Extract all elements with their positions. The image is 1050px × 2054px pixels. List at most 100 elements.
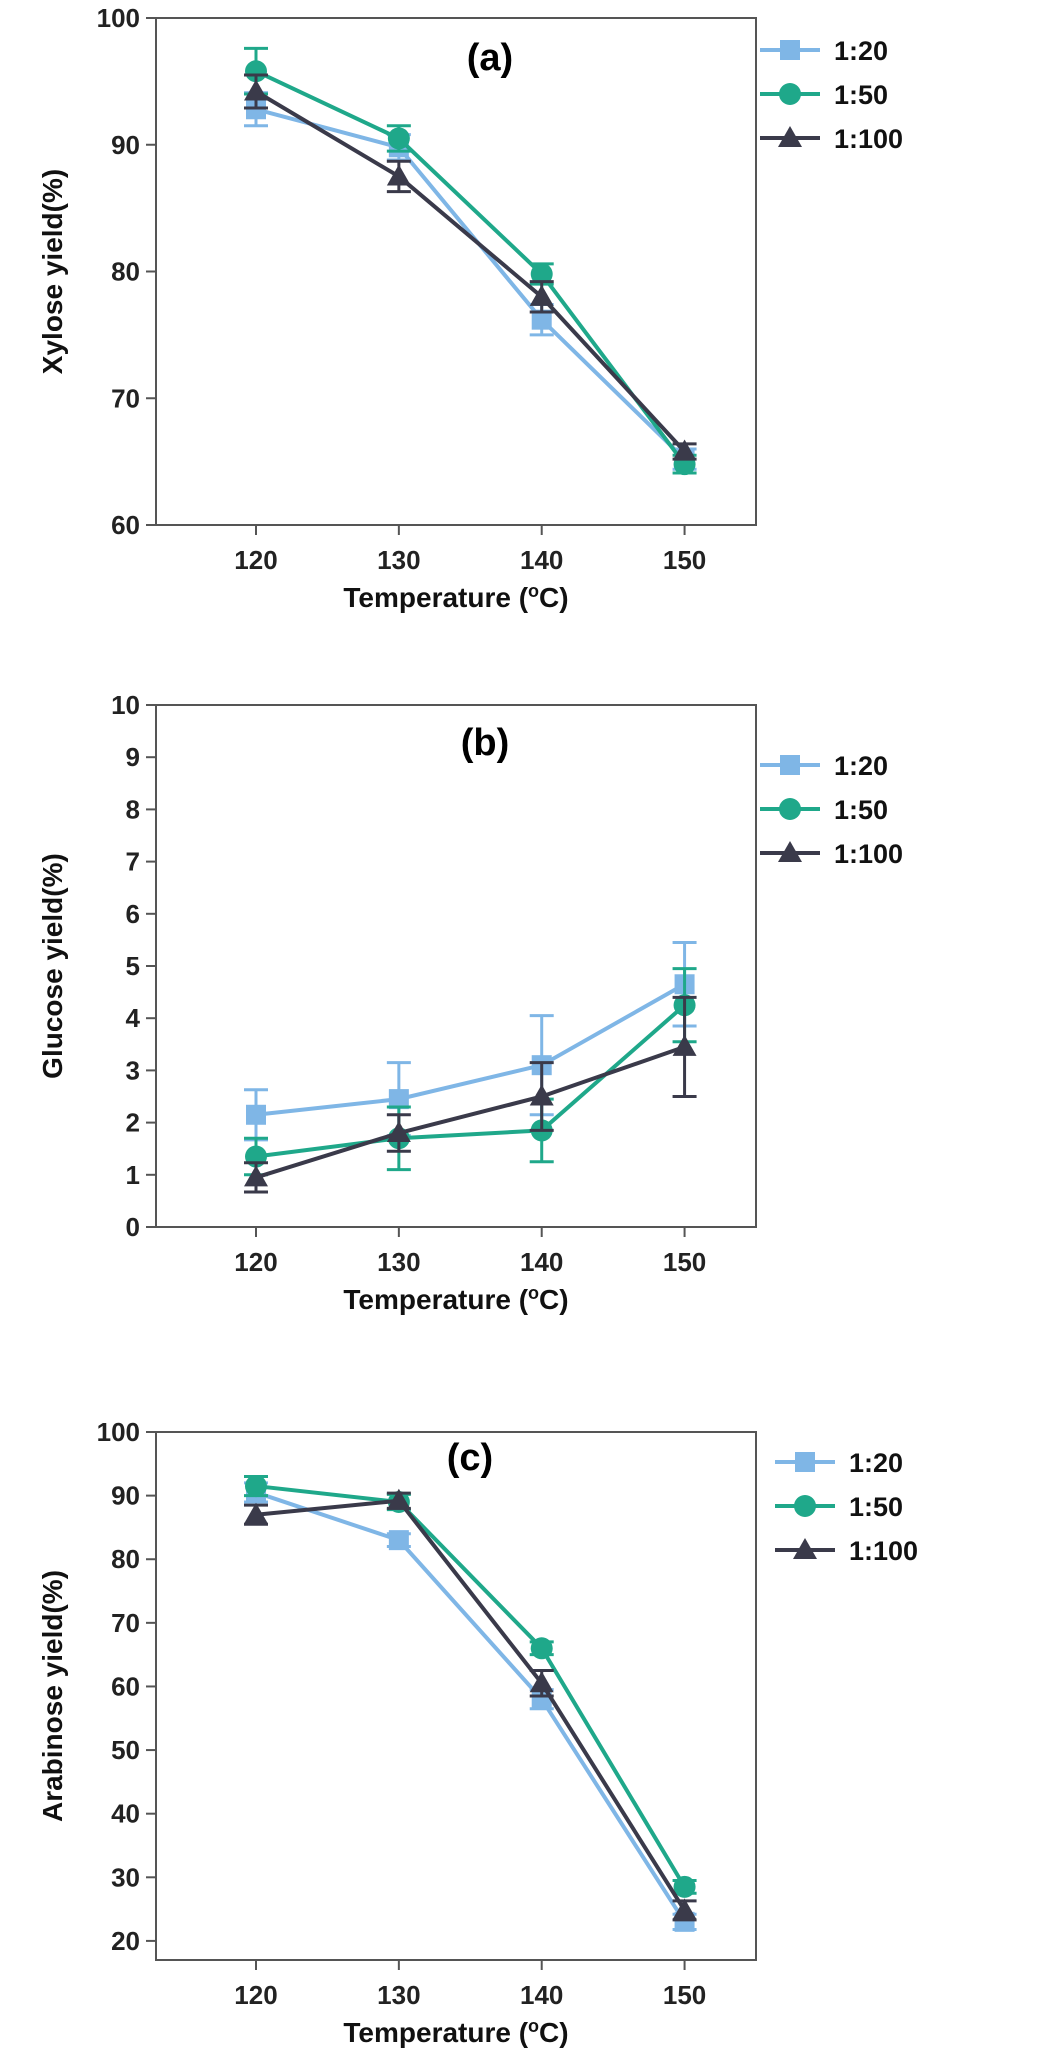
y-tick-label: 1 <box>126 1160 140 1190</box>
chart-panel-3: 20 30 40 50 60 70 80 90 100 120 130 140 150 Temperatu… <box>37 1417 918 2048</box>
data-point <box>387 127 410 150</box>
data-point <box>672 1898 697 1920</box>
y-tick-label: 2 <box>126 1108 140 1138</box>
data-point <box>673 1875 696 1898</box>
series-1-100 <box>244 1488 697 1922</box>
legend-label: 1:50 <box>834 80 888 110</box>
y-tick-label: 5 <box>126 951 140 981</box>
data-point <box>244 79 268 101</box>
x-axis-title-unit: C) <box>539 2017 569 2048</box>
legend: 1:20 1:50 1:100 <box>775 1448 918 1566</box>
y-tick-label: 9 <box>126 742 140 772</box>
legend-label: 1:20 <box>849 1448 903 1478</box>
y-tick-label: 10 <box>111 690 140 720</box>
x-axis-title-degree: o <box>528 2016 539 2036</box>
series-line <box>255 69 687 466</box>
legend-label: 1:20 <box>834 751 888 781</box>
legend: 1:20 1:50 1:100 <box>760 751 903 869</box>
data-point <box>530 263 553 286</box>
y-tick-label: 70 <box>111 1608 140 1638</box>
x-tick-label: 150 <box>663 1247 706 1277</box>
series-line <box>255 1003 686 1159</box>
y-tick-label: 100 <box>97 3 140 33</box>
x-tick-label: 130 <box>377 1980 420 2010</box>
x-axis-title: Temperature (oC) <box>343 581 568 613</box>
y-tick-label: 8 <box>126 794 140 824</box>
x-tick-label: 130 <box>377 1247 420 1277</box>
x-axis-title-main: Temperature ( <box>343 1284 528 1315</box>
x-axis-title-main: Temperature ( <box>343 582 528 613</box>
y-tick-label: 20 <box>111 1926 140 1956</box>
series-1-50 <box>244 46 697 476</box>
series-line <box>255 107 686 461</box>
legend-marker-square <box>795 1452 815 1472</box>
y-tick-label: 30 <box>111 1862 140 1892</box>
y-tick-label: 80 <box>111 1544 140 1574</box>
y-tick-label: 0 <box>126 1212 140 1242</box>
series-line <box>255 982 686 1117</box>
data-point <box>388 1530 409 1551</box>
legend-marker-triangle <box>778 126 802 147</box>
x-tick-label: 140 <box>520 1247 563 1277</box>
x-tick-label: 140 <box>520 1980 563 2010</box>
data-point <box>245 1475 267 1498</box>
series-1-20 <box>244 1481 697 1932</box>
data-point <box>388 1089 409 1110</box>
data-point <box>672 439 697 461</box>
y-tick-label: 90 <box>111 130 140 160</box>
y-tick-label: 80 <box>111 257 140 287</box>
series-line <box>255 1484 687 1888</box>
legend-marker-square <box>780 40 800 60</box>
legend-marker-circle <box>779 798 801 820</box>
x-axis-title: Temperature (oC) <box>343 1283 568 1315</box>
x-axis-title: Temperature (oC) <box>343 2016 568 2048</box>
data-point <box>386 164 411 186</box>
x-tick-label: 130 <box>377 545 420 575</box>
plot-frame <box>155 1431 757 1961</box>
data-point <box>530 1637 553 1660</box>
chart-panel-1: 60 70 80 90 100 120 130 140 150 Temperature (oC) X… <box>37 3 903 613</box>
data-point <box>245 60 267 83</box>
legend-label: 1:100 <box>834 839 903 869</box>
data-point <box>531 309 552 330</box>
y-tick-label: 4 <box>126 1003 141 1033</box>
legend-label: 1:20 <box>834 36 888 66</box>
series-1-20 <box>244 941 697 1142</box>
y-tick-label: 70 <box>111 383 140 413</box>
series-1-100 <box>244 73 697 461</box>
x-tick-label: 140 <box>520 545 563 575</box>
y-tick-label: 50 <box>111 1735 140 1765</box>
y-tick-label: 100 <box>97 1417 140 1447</box>
panel-label: (a) <box>467 37 513 79</box>
legend-marker-circle <box>794 1495 816 1517</box>
series-line <box>255 1498 687 1912</box>
legend-marker-triangle <box>778 841 802 862</box>
x-tick-label: 150 <box>663 1980 706 2010</box>
legend-label: 1:100 <box>834 124 903 154</box>
y-tick-label: 3 <box>126 1055 140 1085</box>
x-tick-label: 120 <box>234 1247 277 1277</box>
plot-frame <box>155 704 757 1228</box>
data-point <box>529 284 554 306</box>
legend-label: 1:100 <box>849 1536 918 1566</box>
x-axis-title-main: Temperature ( <box>343 2017 528 2048</box>
y-tick-label: 90 <box>111 1481 140 1511</box>
data-point <box>672 1034 697 1056</box>
chart-panel-2: 0 1 2 3 4 5 6 7 8 9 10 120 130 140 150 Temperature (oC)… <box>37 690 903 1315</box>
x-tick-label: 120 <box>234 545 277 575</box>
y-tick-label: 60 <box>111 1671 140 1701</box>
x-axis-title-degree: o <box>528 1283 539 1303</box>
legend: 1:20 1:50 1:100 <box>760 36 903 154</box>
data-point <box>244 1502 268 1524</box>
y-tick-label: 6 <box>126 899 140 929</box>
series-line <box>255 1490 687 1923</box>
data-point <box>246 1104 266 1125</box>
x-axis-title-unit: C) <box>539 1284 569 1315</box>
data-point <box>244 1165 268 1187</box>
panel-label: (b) <box>461 722 510 764</box>
x-axis-title-unit: C) <box>539 582 569 613</box>
x-tick-label: 150 <box>663 545 706 575</box>
y-tick-label: 40 <box>111 1799 140 1829</box>
series-1-20 <box>244 91 697 471</box>
